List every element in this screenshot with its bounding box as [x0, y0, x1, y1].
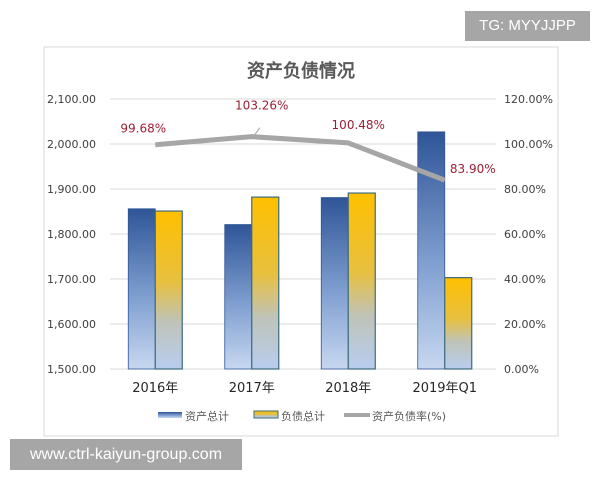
x-tick-label: 2019年Q1 — [412, 381, 477, 396]
legend-label-liabilities: 负债总计 — [281, 409, 325, 423]
bar-liabilities — [154, 210, 183, 370]
bar-liabilities — [251, 196, 280, 370]
legend-swatch-assets — [158, 412, 182, 418]
ratio-line — [155, 134, 446, 183]
ratio-data-label: 100.48% — [332, 118, 385, 132]
y-right-tick-label: 100.00% — [504, 138, 553, 151]
y-right-tick-label: 120.00% — [504, 93, 553, 106]
bar-liabilities — [347, 192, 376, 370]
legend: 资产总计 负债总计 资产负债率(%) — [158, 409, 446, 423]
y-left-tick-label: 1,900.00 — [47, 183, 96, 196]
leader-line — [254, 127, 261, 135]
legend-label-assets: 资产总计 — [185, 409, 229, 423]
legend-swatch-liabilities — [253, 410, 279, 419]
ratio-data-label: 103.26% — [235, 99, 288, 113]
x-tick-label: 2017年 — [229, 381, 275, 396]
y-right-tick-label: 40.00% — [504, 273, 546, 286]
chart-frame — [43, 46, 559, 437]
y-left-tick-label: 2,000.00 — [47, 138, 96, 151]
y-left-tick-label: 1,500.00 — [47, 363, 96, 376]
ratio-data-label: 99.68% — [120, 122, 166, 136]
y-left-tick-label: 2,100.00 — [47, 93, 96, 106]
y-right-tick-label: 80.00% — [504, 183, 546, 196]
bar-assets — [417, 131, 446, 370]
bar-assets — [224, 224, 253, 370]
y-right-tick-label: 20.00% — [504, 318, 546, 331]
x-tick-label: 2018年 — [325, 381, 371, 396]
bar-liabilities — [444, 277, 473, 370]
x-tick-label: 2016年 — [132, 381, 178, 396]
legend-label-ratio: 资产负债率(%) — [372, 409, 446, 423]
y-left-tick-label: 1,700.00 — [47, 273, 96, 286]
bar-assets — [127, 208, 156, 370]
y-left-tick-label: 1,800.00 — [47, 228, 96, 241]
y-left-tick-label: 1,600.00 — [47, 318, 96, 331]
chart-title: 资产负债情况 — [247, 60, 355, 82]
y-right-tick-label: 0.00% — [504, 363, 539, 376]
watermark-top: TG: MYYJJPP — [465, 11, 590, 41]
watermark-bottom: www.ctrl-kaiyun-group.com — [10, 439, 242, 470]
ratio-data-label: 83.90% — [450, 162, 496, 176]
bar-assets — [320, 197, 349, 370]
y-right-tick-label: 60.00% — [504, 228, 546, 241]
